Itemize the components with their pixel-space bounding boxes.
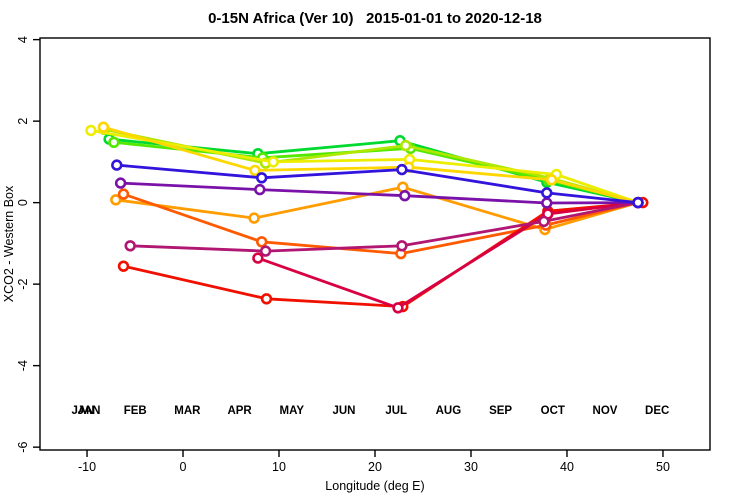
x-tick-label: 10	[272, 460, 286, 474]
data-point-MAY	[545, 174, 558, 186]
data-point-DEC	[111, 159, 123, 171]
y-tick-label: -2	[16, 279, 30, 290]
data-point-SEP	[252, 252, 264, 264]
legend-label-OCT: OCT	[541, 405, 565, 417]
data-point-NOV	[254, 183, 266, 196]
legend-label-DEC: DEC	[645, 405, 669, 417]
data-point-JUN	[110, 194, 122, 206]
legend-label-MAY: MAY	[280, 405, 305, 417]
data-point-APR	[267, 156, 279, 168]
y-tick-label: 0	[16, 199, 30, 206]
legend-label-NOV: NOV	[593, 405, 618, 417]
axes: -10 0 10 20 30 40 50 -6 -4 -2 0 2 4	[16, 36, 670, 474]
series-line-SEP	[256, 201, 640, 310]
data-point-MAR	[400, 139, 412, 152]
data-point-JUL	[117, 188, 130, 200]
legend-label-MAR: MAR	[174, 405, 201, 417]
data-point-DEC	[541, 187, 553, 199]
x-tick-label: 20	[368, 460, 382, 474]
data-point-NOV	[399, 190, 411, 202]
x-tick-label: -10	[78, 460, 96, 474]
data-point-DEC	[632, 196, 644, 209]
data-point-SEP	[392, 302, 404, 314]
legend-label-SEP: SEP	[489, 405, 512, 417]
data-point-NOV	[541, 197, 553, 209]
y-axis-label: XCO2 - Western Box	[2, 185, 16, 302]
data-point-JUN	[248, 212, 260, 224]
y-tick-label: -4	[16, 360, 30, 371]
legend-label-AUG: AUG	[436, 405, 462, 417]
data-point-MAY	[249, 164, 261, 177]
data-point-JUL	[256, 236, 268, 248]
chart-title: 0-15N Africa (Ver 10) 2015-01-01 to 2020…	[208, 10, 542, 27]
data-point-MAY	[97, 121, 110, 133]
legend-label-JUN: JUN	[332, 405, 355, 417]
data-point-FEB	[108, 136, 120, 149]
x-tick-label: 0	[180, 460, 187, 474]
data-point-DEC	[396, 163, 408, 176]
x-axis-label: Longitude (deg E)	[325, 479, 424, 493]
x-tick-label: 30	[464, 460, 478, 474]
data-point-NOV	[114, 177, 127, 189]
legend-label-JAN: JAN	[71, 405, 94, 417]
data-point-AUG	[117, 260, 130, 272]
y-tick-label: -6	[16, 442, 30, 453]
x-tick-label: 40	[560, 460, 574, 474]
data-point-OCT	[396, 240, 408, 252]
y-tick-label: 2	[16, 118, 30, 125]
data-point-APR	[85, 124, 97, 137]
data-point-OCT	[538, 215, 550, 228]
data-point-DEC	[256, 172, 268, 184]
y-tick-label: 4	[16, 36, 30, 43]
data-point-OCT	[259, 245, 272, 257]
legend-label-FEB: FEB	[124, 405, 147, 417]
legend-label-JUL: JUL	[385, 405, 407, 417]
legend-label-JAN-overprint: JAN	[77, 405, 100, 417]
data-point-OCT	[124, 240, 136, 252]
legend-label-APR: APR	[227, 405, 252, 417]
data-point-AUG	[260, 293, 273, 305]
x-tick-label: 50	[656, 460, 670, 474]
